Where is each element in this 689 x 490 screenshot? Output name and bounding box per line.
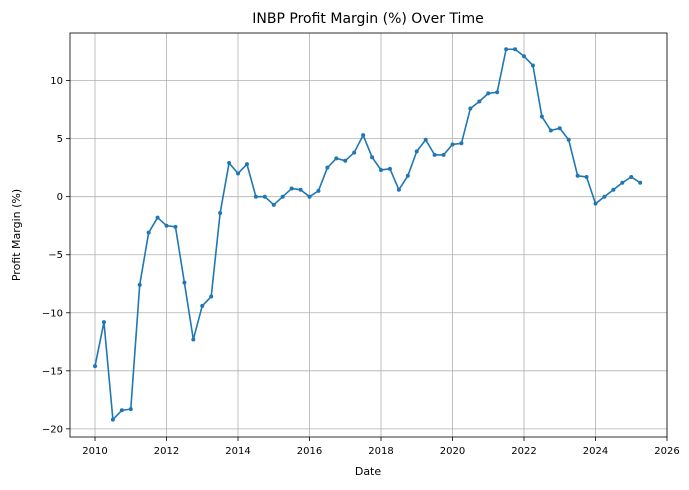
- data-point: [191, 337, 196, 342]
- data-point: [298, 187, 303, 192]
- data-point: [522, 54, 527, 59]
- data-point: [405, 173, 410, 178]
- series-line: [94, 48, 641, 421]
- data-point: [227, 161, 232, 166]
- data-point: [495, 90, 500, 95]
- y-tick-label: −20: [42, 424, 63, 435]
- data-point: [513, 47, 518, 52]
- y-tick-label: −5: [48, 250, 63, 261]
- data-point: [530, 63, 535, 68]
- x-tick-label: 2014: [225, 446, 250, 457]
- data-point: [584, 174, 589, 179]
- data-point: [253, 194, 258, 199]
- y-axis-title: Profit Margin (%): [10, 189, 23, 281]
- data-point: [316, 188, 321, 193]
- x-tick-label: 2010: [82, 446, 107, 457]
- data-point: [343, 158, 348, 163]
- y-tick-label: −15: [42, 366, 63, 377]
- data-point: [566, 137, 571, 142]
- grid: [70, 33, 668, 437]
- plot-frame: [69, 32, 668, 438]
- data-point: [387, 166, 392, 171]
- data-point: [602, 194, 607, 199]
- data-point: [209, 294, 214, 299]
- x-axis-title: Date: [355, 465, 382, 478]
- data-point: [486, 91, 491, 96]
- series-profit-margin: [93, 47, 643, 422]
- x-tick-label: 2024: [583, 446, 608, 457]
- x-tick-label: 2018: [368, 446, 393, 457]
- data-point: [441, 152, 446, 157]
- data-point: [155, 215, 160, 220]
- data-point: [557, 126, 562, 131]
- data-point: [361, 133, 366, 138]
- data-point: [593, 201, 598, 206]
- y-tick-label: 0: [57, 192, 63, 203]
- data-point: [244, 162, 249, 167]
- data-point: [468, 106, 473, 111]
- x-tick-label: 2020: [440, 446, 465, 457]
- data-point: [325, 165, 330, 170]
- data-point: [289, 186, 294, 191]
- y-tick-label: −10: [42, 308, 63, 319]
- data-point: [334, 156, 339, 161]
- data-point: [450, 142, 455, 147]
- x-tick-label: 2022: [511, 446, 536, 457]
- data-point: [182, 280, 187, 285]
- data-point: [539, 114, 544, 119]
- data-point: [575, 173, 580, 178]
- x-tick-label: 2012: [154, 446, 179, 457]
- data-point: [352, 150, 357, 155]
- data-point: [146, 230, 151, 235]
- data-point: [379, 167, 384, 172]
- data-point: [236, 171, 241, 176]
- x-tick-label: 2016: [297, 446, 322, 457]
- data-point: [548, 128, 553, 133]
- data-point: [271, 202, 276, 207]
- data-point: [396, 187, 401, 192]
- y-tick-label: 10: [50, 76, 63, 87]
- data-point: [432, 152, 437, 157]
- data-point: [137, 282, 142, 287]
- y-tick-label: 5: [57, 134, 63, 145]
- data-point: [200, 303, 205, 308]
- data-point: [611, 187, 616, 192]
- data-point: [218, 210, 223, 215]
- x-axis: 2010 2012 2014 2016 2018 2020 2022 2024 2026: [82, 437, 680, 457]
- data-point: [101, 320, 106, 325]
- data-point: [459, 141, 464, 146]
- data-point: [638, 180, 643, 185]
- data-point: [280, 194, 285, 199]
- y-axis: −20 −15 −10 −5 0 5 10: [42, 76, 70, 435]
- data-point: [93, 364, 98, 369]
- data-point: [370, 155, 375, 160]
- data-point: [262, 194, 267, 199]
- data-point: [414, 149, 419, 154]
- data-point: [477, 99, 482, 104]
- chart-title: INBP Profit Margin (%) Over Time: [252, 11, 483, 27]
- data-point: [423, 137, 428, 142]
- data-point: [164, 223, 169, 228]
- data-point: [307, 194, 312, 199]
- data-point: [504, 47, 509, 52]
- data-point: [173, 224, 178, 229]
- x-tick-label: 2026: [654, 446, 679, 457]
- data-point: [119, 408, 124, 413]
- data-point: [629, 174, 634, 179]
- data-point: [128, 407, 133, 412]
- data-point: [110, 417, 115, 422]
- data-point: [620, 180, 625, 185]
